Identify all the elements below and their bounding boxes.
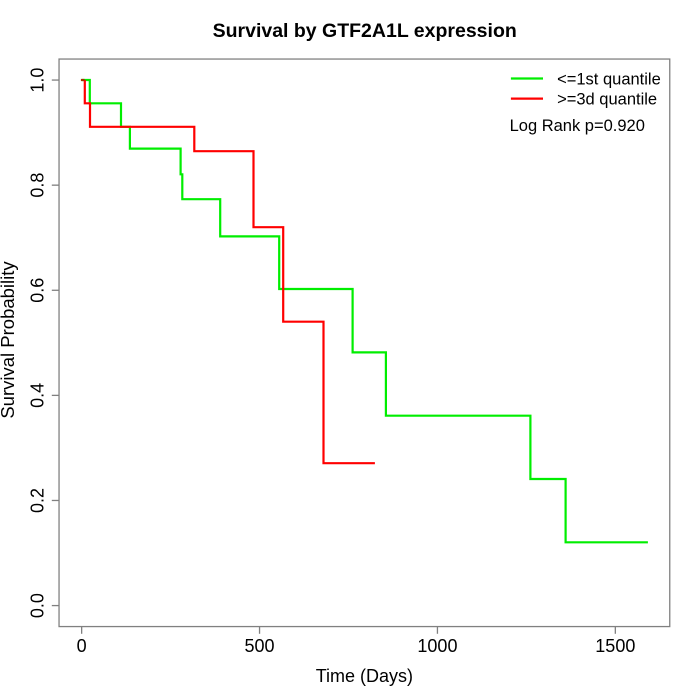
svg-text:Log Rank p=0.920: Log Rank p=0.920 <box>510 117 645 135</box>
svg-text:0.6: 0.6 <box>28 278 48 303</box>
svg-text:0.8: 0.8 <box>28 173 48 198</box>
svg-text:0.2: 0.2 <box>28 488 48 513</box>
svg-text:0.4: 0.4 <box>28 383 48 408</box>
svg-text:<=1st quantile: <=1st quantile <box>557 71 661 89</box>
svg-text:500: 500 <box>245 636 275 656</box>
svg-text:Survival by GTF2A1L expression: Survival by GTF2A1L expression <box>213 20 517 42</box>
svg-text:>=3d quantile: >=3d quantile <box>557 91 657 109</box>
svg-text:0.0: 0.0 <box>28 593 48 618</box>
svg-text:1500: 1500 <box>595 636 635 656</box>
svg-text:0: 0 <box>77 636 87 656</box>
svg-text:Survival Probability: Survival Probability <box>0 261 18 419</box>
svg-text:1.0: 1.0 <box>28 68 48 93</box>
svg-text:Time (Days): Time (Days) <box>316 666 413 686</box>
svg-text:1000: 1000 <box>417 636 457 656</box>
